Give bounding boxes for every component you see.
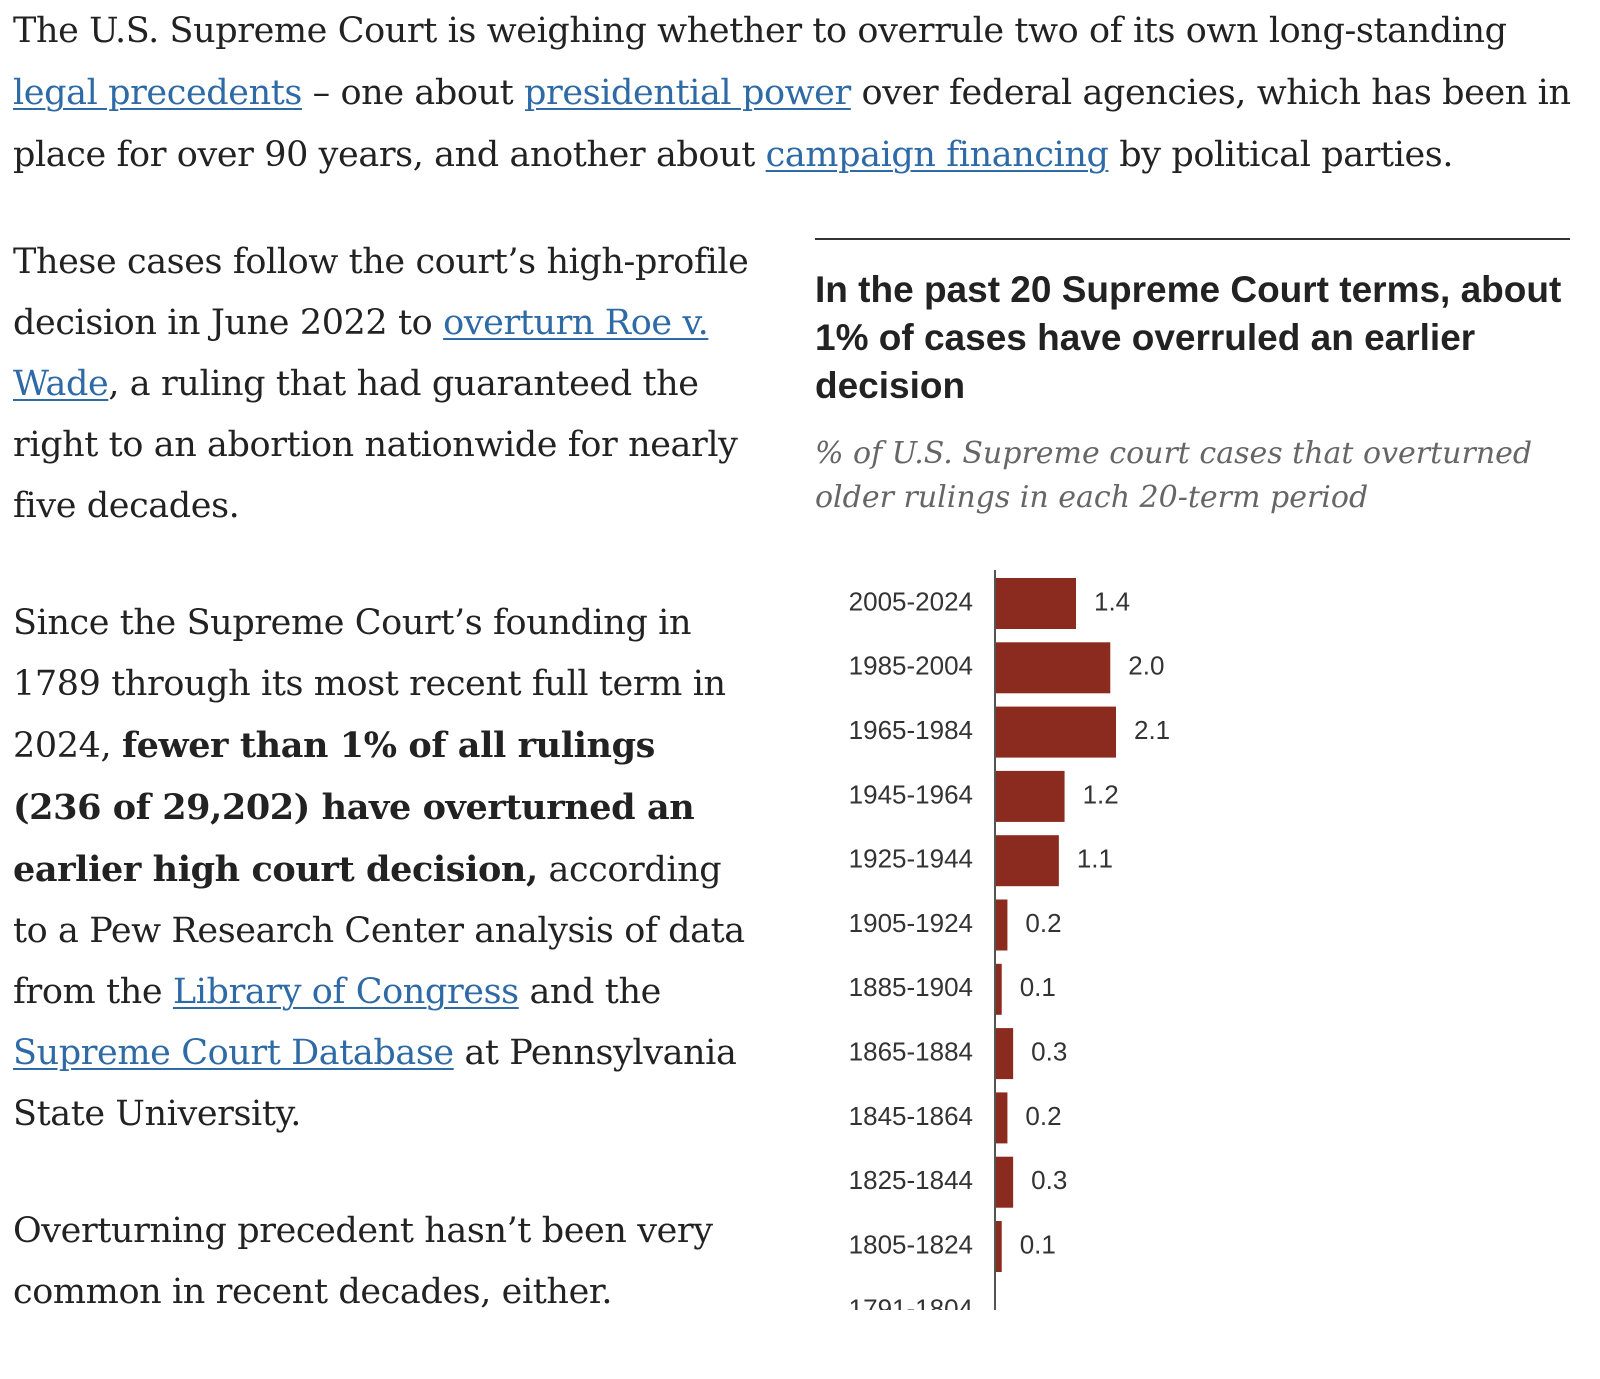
bar (996, 963, 1002, 1015)
p2-bold-statement: fewer than 1% of all rulings (236 of 29,… (13, 725, 695, 890)
p2-text-1: Since the Supreme Court’s founding in 17… (13, 603, 726, 766)
category-label: 1965-1984 (849, 715, 973, 745)
paragraph-roe: These cases follow the court’s high-prof… (13, 232, 753, 537)
value-label: 1.2 (1083, 779, 1119, 809)
value-label: 0.2 (1025, 1101, 1061, 1131)
bar (996, 1221, 1002, 1272)
category-label: 1925-1944 (849, 844, 973, 874)
left-column: These cases follow the court’s high-prof… (13, 232, 753, 1379)
chart-title: In the past 20 Supreme Court terms, abou… (815, 269, 1562, 406)
category-label: 1805-1824 (849, 1229, 973, 1259)
bar (996, 706, 1116, 758)
overturn-roe-link[interactable]: overturn Roe v. Wade (13, 303, 709, 404)
library-of-congress-link[interactable]: Library of Congress (172, 972, 519, 1012)
value-label: 1.4 (1094, 586, 1130, 616)
bar (996, 1092, 1008, 1144)
intro-text-1: The U.S. Supreme Court is weighing wheth… (13, 11, 1507, 51)
chart-header: In the past 20 Supreme Court terms, abou… (815, 238, 1570, 520)
category-label: 1845-1864 (849, 1101, 973, 1131)
value-label: 2.1 (1134, 715, 1170, 745)
bar (996, 835, 1059, 887)
chart-top-rule (815, 238, 1570, 240)
bar (996, 642, 1111, 694)
p3-text-1: Overturning precedent hasn’t been very c… (13, 1211, 713, 1312)
bar (996, 899, 1008, 951)
bar (996, 1156, 1014, 1208)
value-label: 0.3 (1031, 1165, 1067, 1195)
bar (996, 770, 1065, 822)
category-label: 1945-1964 (849, 779, 973, 809)
value-label: 0.1 (1020, 972, 1056, 1002)
chart-subtitle: % of U.S. Supreme court cases that overt… (815, 436, 1533, 515)
p1-text-2: , a ruling that had guaranteed the right… (13, 364, 738, 526)
category-label: 2005-2024 (849, 586, 973, 616)
p2-text-3: and the (518, 972, 661, 1012)
value-label: 0.2 (1025, 908, 1061, 938)
category-label: 1985-2004 (849, 651, 973, 681)
category-label: 1865-1884 (849, 1036, 973, 1066)
value-label: 0.3 (1031, 1036, 1067, 1066)
p1-text-1: These cases follow the court’s high-prof… (13, 242, 749, 343)
intro-text-4: by political parties. (1108, 135, 1454, 175)
value-label: 1.1 (1077, 844, 1113, 874)
campaign-financing-link[interactable]: campaign financing (765, 135, 1109, 175)
value-label: 0.1 (1020, 1229, 1056, 1259)
p2-text-2: according to a Pew Research Center analy… (13, 850, 745, 1012)
category-label: 1791-1804 (849, 1294, 973, 1310)
p2-text-4: at Pennsylvania State University. (13, 1033, 737, 1134)
legal-precedents-link[interactable]: legal precedents (13, 73, 302, 113)
bar (996, 1028, 1014, 1080)
category-label: 1905-1924 (849, 908, 973, 938)
bar (996, 578, 1076, 629)
supreme-court-database-link[interactable]: Supreme Court Database (13, 1033, 454, 1073)
intro-paragraph: The U.S. Supreme Court is weighing wheth… (13, 0, 1573, 186)
presidential-power-link[interactable]: presidential power (524, 73, 851, 113)
category-label: 1885-1904 (849, 972, 973, 1002)
paragraph-recent: Overturning precedent hasn’t been very c… (13, 1201, 753, 1323)
bar-chart: 2005-2024 1.4 1985-2004 2.0 1965-1984 2.1 1945… (849, 570, 1170, 1310)
intro-text-3: over federal agencies, which has been in… (13, 73, 1571, 175)
value-label: 2.0 (1128, 651, 1164, 681)
category-label: 1825-1844 (849, 1165, 973, 1195)
intro-text-2: – one about (301, 73, 525, 113)
paragraph-analysis: Since the Supreme Court’s founding in 17… (13, 593, 753, 1145)
